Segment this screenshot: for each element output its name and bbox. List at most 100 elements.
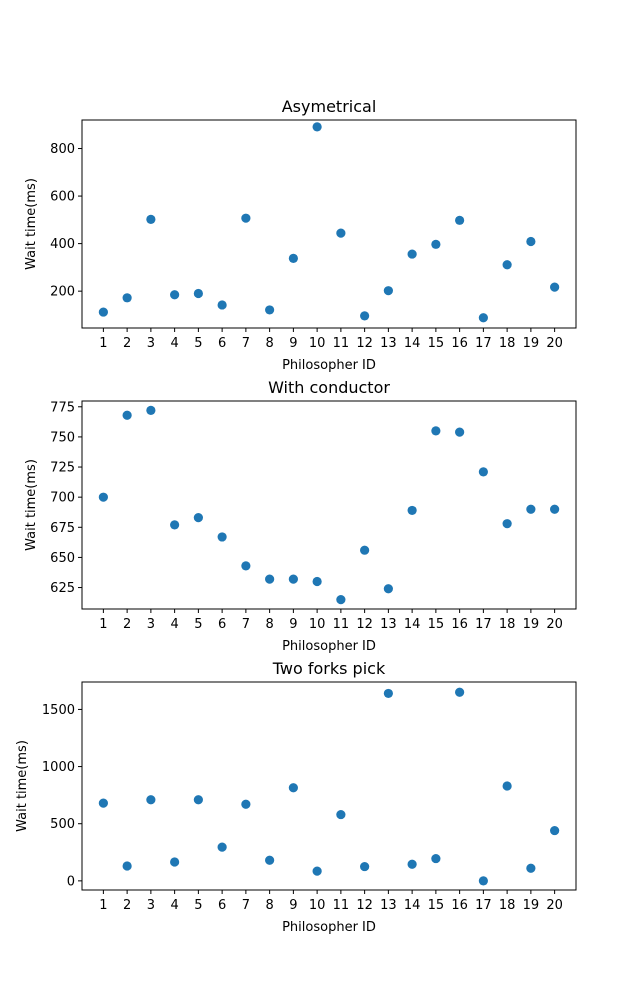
data-point <box>146 214 156 224</box>
x-tick-label: 16 <box>451 336 468 351</box>
x-tick-label: 2 <box>123 617 131 632</box>
data-point <box>550 282 560 292</box>
x-tick-label: 9 <box>289 617 297 632</box>
data-point <box>170 857 180 867</box>
data-point <box>455 427 465 437</box>
data-point <box>502 260 512 270</box>
x-tick-label: 7 <box>242 617 250 632</box>
x-tick-label: 3 <box>147 336 155 351</box>
x-tick-label: 6 <box>218 617 226 632</box>
data-point <box>478 313 488 323</box>
x-tick-label: 6 <box>218 336 226 351</box>
x-axis-label: Philosopher ID <box>282 639 376 654</box>
x-tick-label: 15 <box>428 898 445 913</box>
data-point <box>312 866 322 876</box>
x-tick-label: 2 <box>123 898 131 913</box>
data-point <box>193 288 203 299</box>
y-tick-label: 200 <box>50 285 75 300</box>
x-tick-label: 17 <box>475 617 492 632</box>
data-point <box>312 122 322 132</box>
x-tick-label: 5 <box>194 617 202 632</box>
data-point <box>431 239 441 249</box>
y-tick-label: 600 <box>50 190 75 205</box>
data-point <box>170 520 180 530</box>
y-tick-label: 625 <box>50 581 75 596</box>
x-tick-label: 19 <box>523 617 540 632</box>
data-point <box>265 855 275 865</box>
y-tick-label: 1500 <box>42 703 75 718</box>
y-axis-label: Wait time(ms) <box>15 740 30 832</box>
x-tick-label: 19 <box>523 898 540 913</box>
x-tick-label: 9 <box>289 898 297 913</box>
chart-title: Asymetrical <box>282 97 377 116</box>
data-point <box>383 688 393 699</box>
x-tick-label: 7 <box>242 898 250 913</box>
chart-title: Two forks pick <box>272 659 386 678</box>
x-tick-label: 14 <box>404 617 421 632</box>
x-tick-label: 8 <box>265 898 273 913</box>
x-tick-label: 1 <box>99 617 107 632</box>
x-tick-label: 14 <box>404 336 421 351</box>
plot-frame <box>81 400 577 610</box>
data-point <box>288 253 298 263</box>
x-tick-label: 5 <box>194 898 202 913</box>
data-point <box>336 595 346 605</box>
x-tick-label: 17 <box>475 898 492 913</box>
x-axis-label: Philosopher ID <box>282 358 376 373</box>
x-tick-label: 1 <box>99 898 107 913</box>
y-tick-label: 800 <box>50 142 75 157</box>
x-tick-label: 11 <box>333 617 350 632</box>
y-tick-label: 650 <box>50 551 75 566</box>
y-tick-label: 700 <box>50 491 75 506</box>
data-point <box>360 861 370 872</box>
x-tick-label: 8 <box>265 617 273 632</box>
x-tick-label: 4 <box>170 617 178 632</box>
data-point <box>383 584 393 594</box>
y-tick-label: 0 <box>67 874 75 889</box>
data-point <box>431 426 441 436</box>
data-point <box>550 504 560 514</box>
data-point <box>288 783 298 793</box>
plot-frame <box>81 119 577 329</box>
x-tick-label: 5 <box>194 336 202 351</box>
data-point <box>265 305 275 315</box>
data-point <box>288 574 298 584</box>
data-point <box>550 825 560 836</box>
data-point <box>455 687 465 697</box>
data-point <box>193 795 203 805</box>
x-tick-label: 1 <box>99 336 107 351</box>
x-tick-label: 8 <box>265 336 273 351</box>
data-point <box>502 519 512 529</box>
data-point <box>122 293 132 303</box>
y-tick-label: 750 <box>50 430 75 445</box>
data-point <box>193 513 203 523</box>
data-point <box>241 561 251 571</box>
data-point <box>478 876 488 886</box>
x-tick-label: 2 <box>123 336 131 351</box>
y-tick-label: 1000 <box>42 760 75 775</box>
x-tick-label: 4 <box>170 898 178 913</box>
x-tick-label: 12 <box>356 336 373 351</box>
y-axis-label: Wait time(ms) <box>24 459 39 551</box>
data-point <box>336 228 346 238</box>
data-point <box>98 798 108 808</box>
x-tick-label: 3 <box>147 898 155 913</box>
x-tick-label: 15 <box>428 336 445 351</box>
x-axis-label: Philosopher ID <box>282 920 376 935</box>
x-tick-label: 9 <box>289 336 297 351</box>
x-tick-label: 20 <box>546 617 563 632</box>
data-point <box>502 781 512 791</box>
data-point <box>526 504 536 514</box>
data-point <box>360 311 370 321</box>
x-tick-label: 13 <box>380 898 397 913</box>
x-tick-label: 17 <box>475 336 492 351</box>
x-tick-label: 20 <box>546 898 563 913</box>
data-point <box>146 795 156 805</box>
y-tick-label: 775 <box>50 400 75 415</box>
data-point <box>170 290 180 300</box>
data-point <box>265 574 275 584</box>
